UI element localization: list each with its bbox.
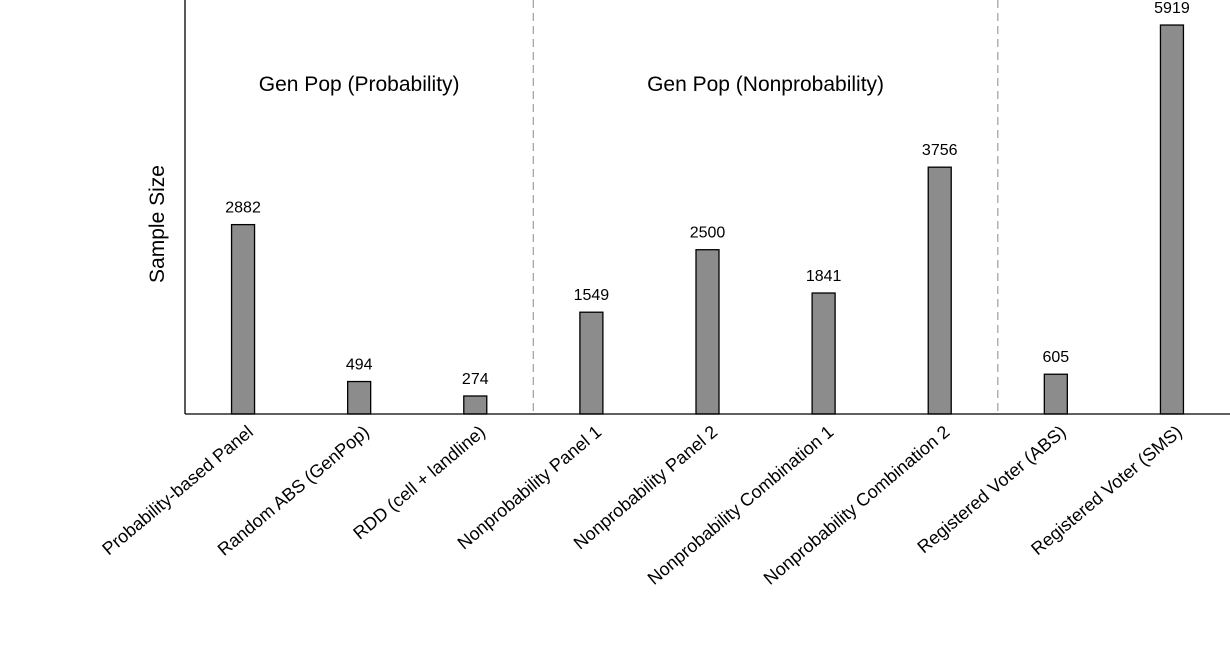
bar [230, 223, 256, 415]
bar [579, 311, 604, 415]
bar-value-label: 3756 [922, 142, 958, 159]
bar [1159, 24, 1185, 415]
axes [184, 0, 1230, 415]
bar [347, 380, 372, 415]
group-label: Gen Pop (Probability) [259, 73, 460, 96]
value-labels: 2882 494 274 1549 2500 1841 3756 605 5919 [225, 0, 1190, 388]
bar-value-label: 274 [462, 371, 489, 388]
y-axis-label: Sample Size [146, 165, 169, 283]
bar-value-label: 494 [346, 357, 373, 374]
bar-value-label: 2500 [690, 225, 726, 242]
bar [927, 166, 952, 415]
group-label: Gen Pop (Nonprobability) [647, 73, 884, 96]
bar-value-label: 1549 [574, 287, 610, 304]
bar-value-label: 1841 [806, 268, 842, 285]
x-tick-label: Nonprobability Combination 1 [644, 422, 838, 589]
bars [230, 24, 1185, 415]
group-separators [532, 0, 999, 414]
bar-value-label: 605 [1042, 349, 1069, 366]
bar [1043, 373, 1068, 415]
bar [463, 395, 488, 415]
x-tick-label: Nonprobability Combination 2 [760, 422, 954, 589]
group-labels: Gen Pop (Probability) Gen Pop (Nonprobabi… [259, 73, 884, 96]
bar [811, 292, 836, 415]
bar [695, 249, 720, 415]
bar-value-label: 2882 [225, 200, 261, 217]
bar-value-label: 5919 [1154, 0, 1190, 17]
